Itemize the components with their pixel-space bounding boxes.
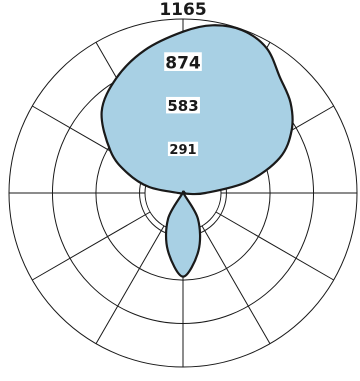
radial-tick-labels: 291 583 874 1165: [159, 0, 206, 158]
tick-label-text: 583: [167, 97, 198, 115]
tick-label-background: [167, 141, 199, 157]
tick-label-text: 1165: [159, 0, 206, 20]
radial-tick-label: 874: [164, 52, 202, 73]
tick-label-text: 874: [165, 53, 201, 73]
tick-label-background: [164, 52, 202, 71]
tick-label-text: 291: [169, 143, 196, 158]
radial-tick-label: 1165: [159, 0, 206, 20]
radial-tick-label: 583: [166, 96, 200, 115]
radial-tick-label: 291: [167, 141, 199, 158]
radial-ring: [8, 18, 358, 368]
tick-label-background: [166, 96, 200, 114]
